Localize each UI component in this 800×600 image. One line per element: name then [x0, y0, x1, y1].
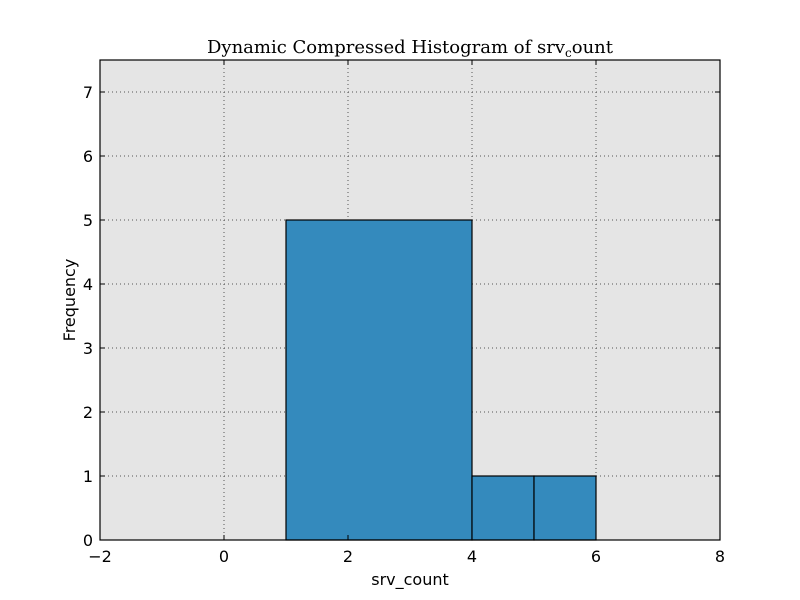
x-axis-label: srv_count [371, 570, 449, 590]
plot-frame [99, 59, 721, 541]
histogram-bar [285, 219, 473, 541]
y-tick-label: 5 [83, 211, 93, 230]
x-tick-label: 6 [591, 547, 601, 566]
x-tick-label: 0 [219, 547, 229, 566]
chart-title-subscript: c [565, 46, 572, 60]
y-tick-label: 0 [83, 531, 93, 550]
histogram-bar [471, 475, 535, 541]
chart-title-suffix: ount [572, 37, 614, 58]
y-axis-label: Frequency [60, 259, 79, 342]
y-tick-label: 3 [83, 339, 93, 358]
chart-title: Dynamic Compressed Histogram of srvcount [207, 37, 614, 60]
x-tick-label: 2 [343, 547, 353, 566]
x-tick-label: −2 [88, 547, 112, 566]
y-tick-label: 4 [83, 275, 93, 294]
x-tick-label: 4 [467, 547, 477, 566]
y-tick-label: 7 [83, 83, 93, 102]
y-tick-label: 1 [83, 467, 93, 486]
x-tick-labels: −2 0 2 4 6 8 [88, 547, 725, 566]
x-tick-label: 8 [715, 547, 725, 566]
y-tick-label: 6 [83, 147, 93, 166]
y-tick-label: 2 [83, 403, 93, 422]
histogram-bars [285, 219, 597, 541]
y-tick-labels: 0 1 2 3 4 5 6 7 [83, 83, 93, 550]
histogram-bar [533, 475, 597, 541]
